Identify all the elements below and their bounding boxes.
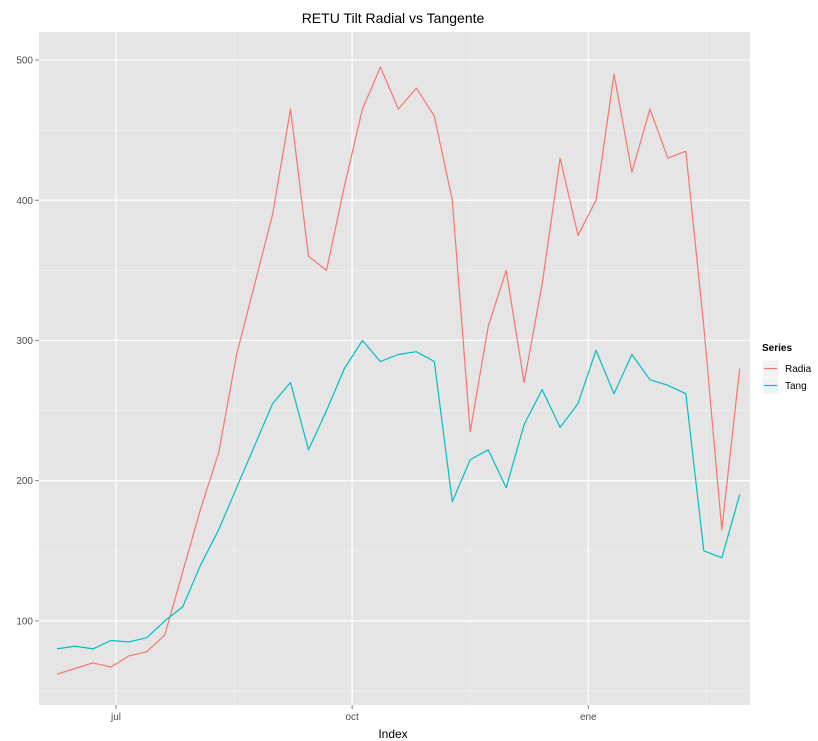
x-axis: jul oct ene — [110, 705, 597, 723]
y-axis: 100 200 300 400 500 — [16, 56, 39, 627]
x-tick-label: oct — [345, 712, 359, 723]
series-line-tang — [56, 339, 741, 650]
y-tick-label: 300 — [16, 336, 33, 347]
y-tick-label: 200 — [16, 476, 33, 487]
x-tick-label: jul — [110, 712, 121, 723]
legend-title: Series — [762, 343, 792, 354]
y-tick-label: 400 — [16, 196, 33, 207]
x-axis-title: Index — [378, 727, 407, 741]
legend: Series Radia Tang — [761, 343, 812, 395]
plot-panel — [39, 32, 750, 705]
chart-title: RETU Tilt Radial vs Tangente — [302, 10, 485, 26]
legend-label: Radia — [785, 364, 812, 375]
series-lines — [56, 66, 741, 675]
major-gridlines — [39, 32, 750, 705]
y-tick-label: 100 — [16, 616, 33, 627]
x-tick-label: ene — [580, 712, 597, 723]
series-line-radia — [56, 66, 741, 675]
legend-label: Tang — [785, 381, 807, 392]
y-tick-label: 500 — [16, 56, 33, 67]
